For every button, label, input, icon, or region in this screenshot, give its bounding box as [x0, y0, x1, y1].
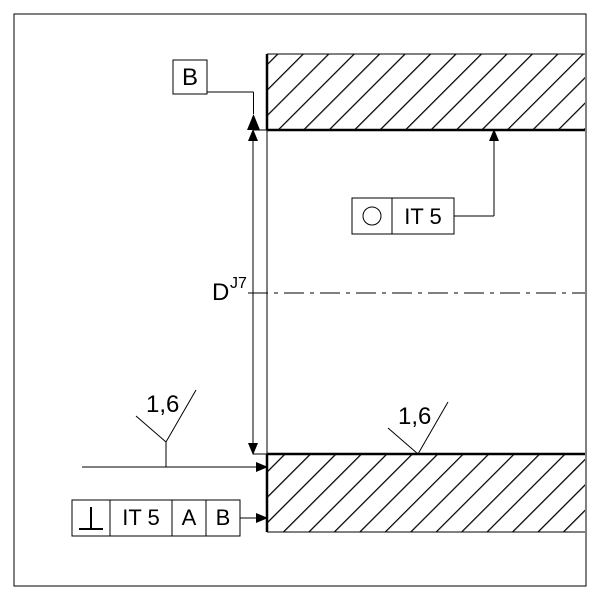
surface-right-value: 1,6: [398, 403, 431, 430]
surface-finish-left: 1,6: [82, 390, 267, 467]
perp-datum-a: A: [182, 505, 197, 530]
circularity-icon: [363, 207, 381, 225]
datum-B-label: B: [182, 64, 198, 91]
perpendicularity-tolerance: IT 5 A B: [72, 500, 267, 536]
perp-datum-b: B: [216, 505, 231, 530]
dim-D-super: J7: [230, 275, 247, 292]
upper-section: [267, 54, 585, 130]
perp-value: IT 5: [122, 505, 160, 530]
dim-D-base: D: [212, 279, 229, 306]
surface-finish-right: 1,6: [388, 402, 448, 454]
engineering-drawing: D J7 B IT 5 1,6 1,6: [0, 0, 600, 600]
datum-B: B: [173, 60, 260, 130]
circularity-value: IT 5: [404, 204, 442, 229]
surface-left-value: 1,6: [146, 391, 179, 418]
dimension-D: D J7: [212, 130, 267, 454]
circularity-tolerance: IT 5: [352, 130, 494, 234]
lower-section: [267, 454, 585, 532]
